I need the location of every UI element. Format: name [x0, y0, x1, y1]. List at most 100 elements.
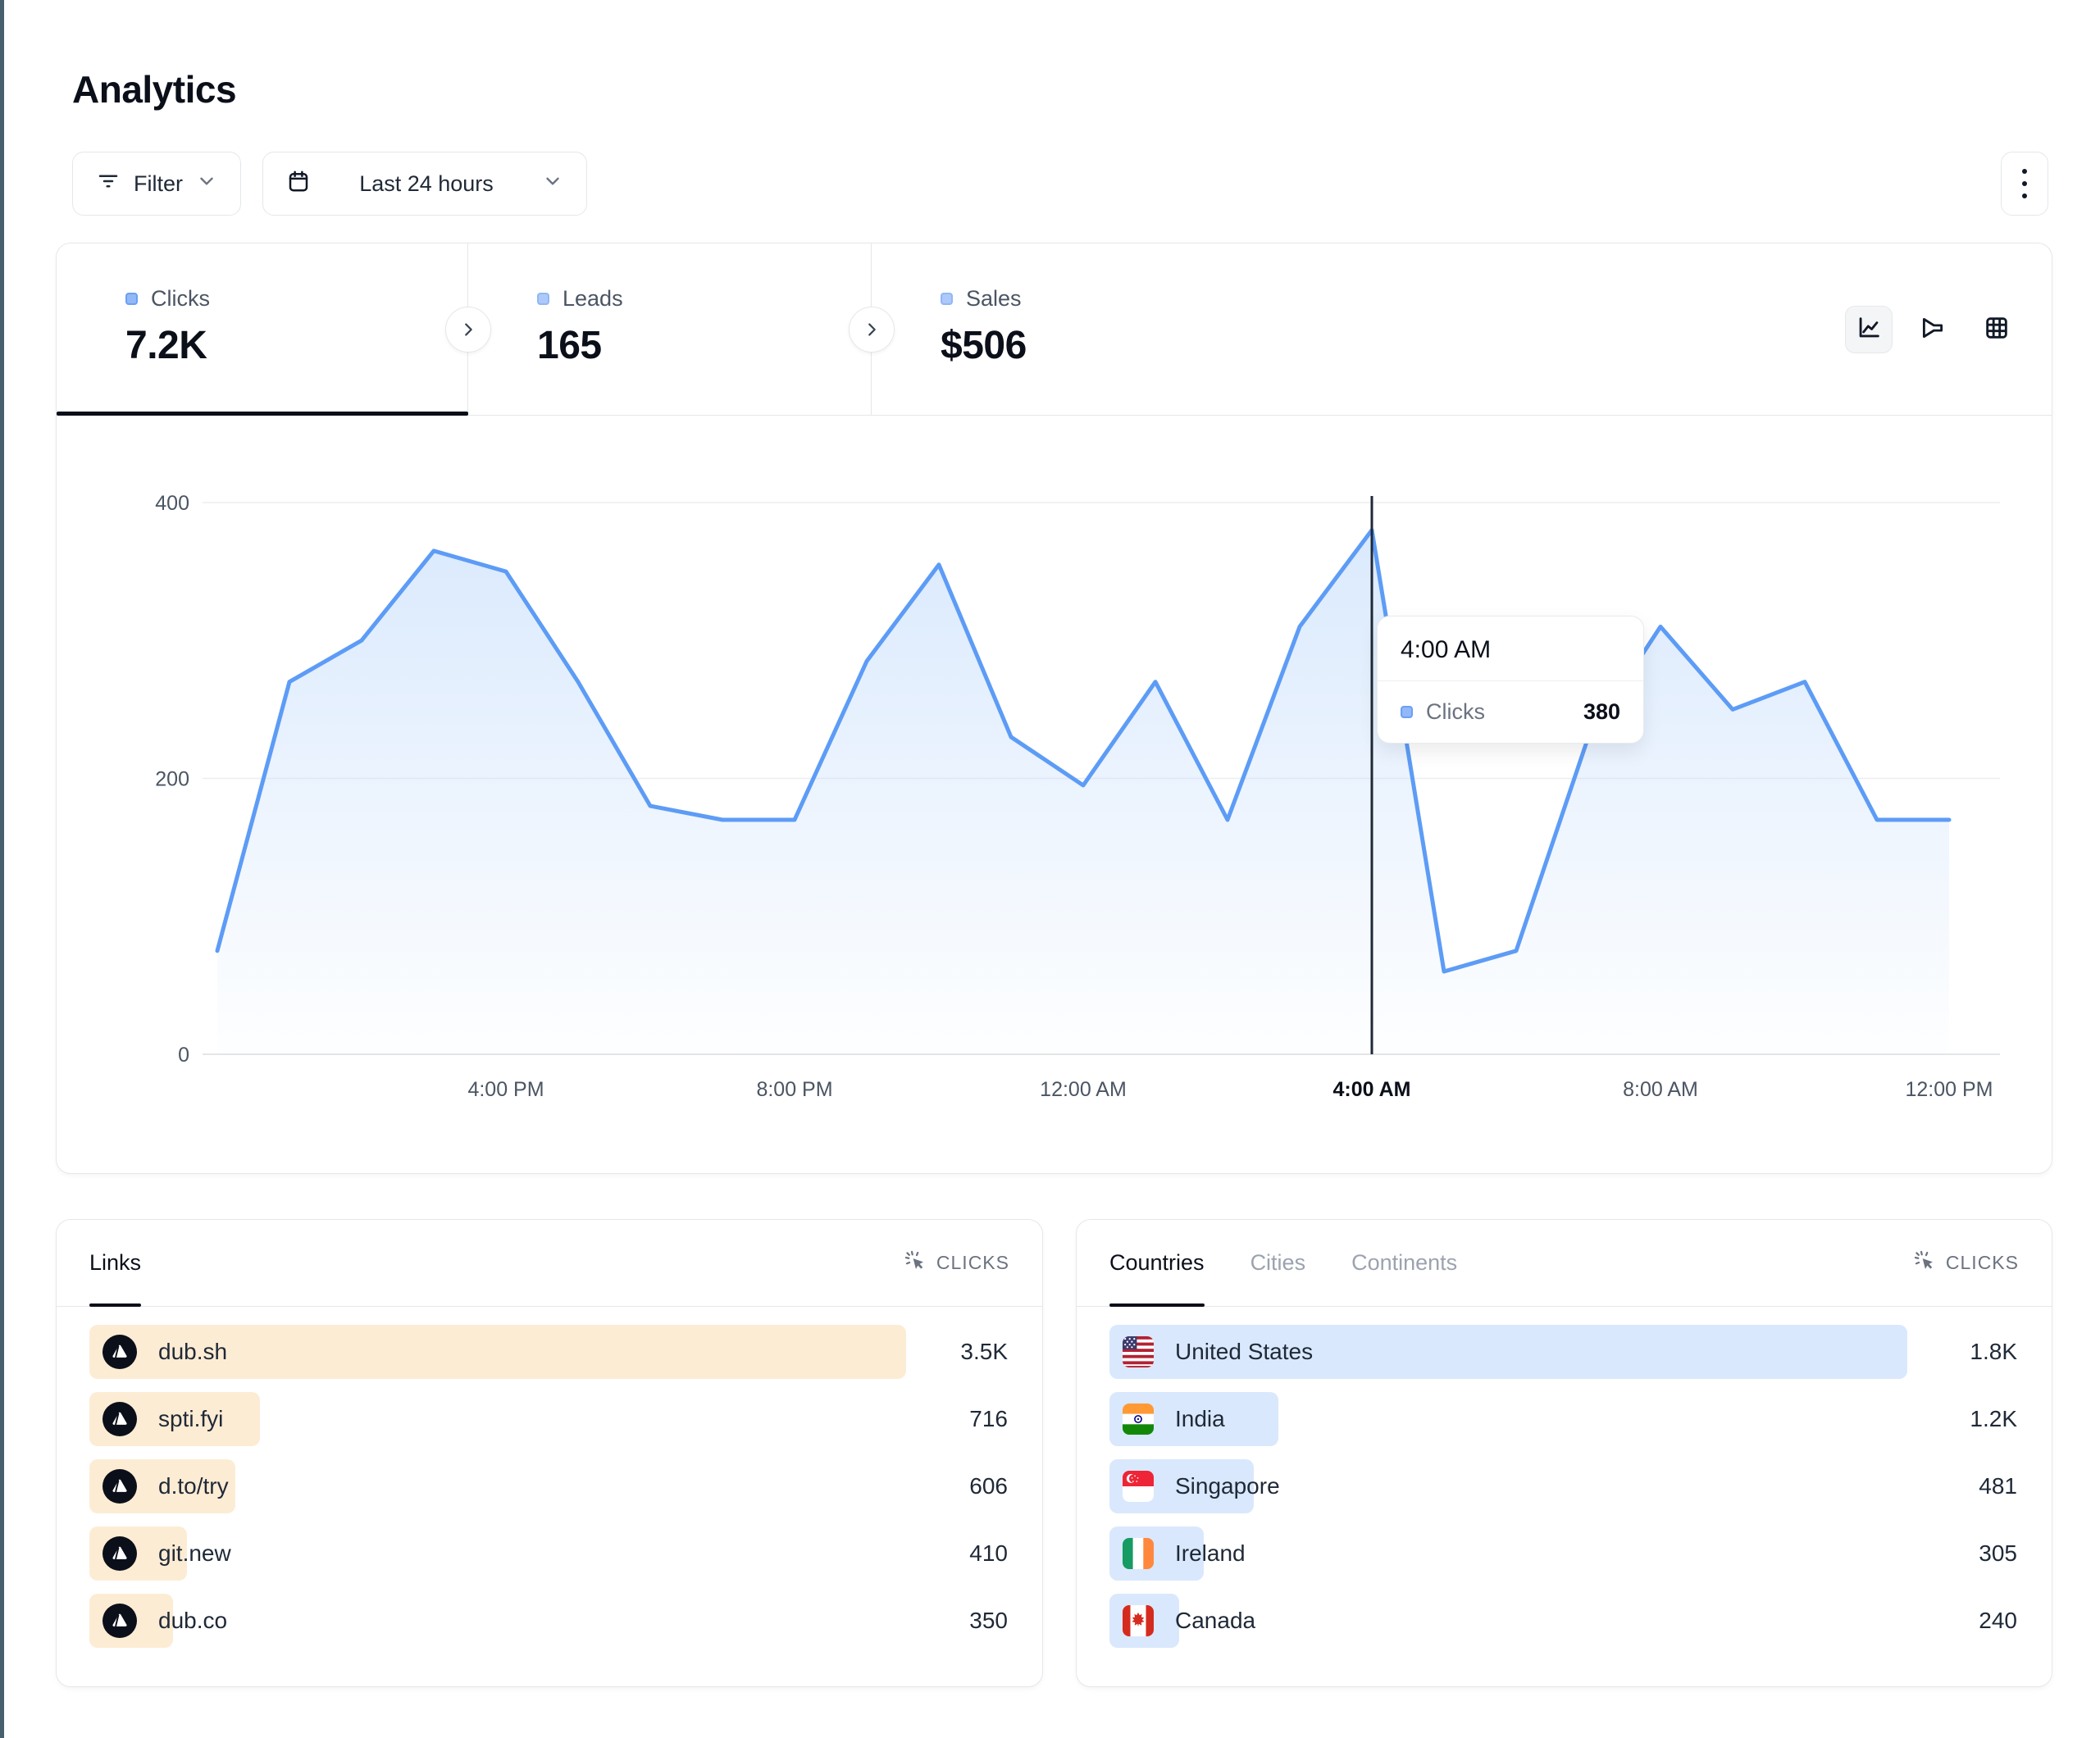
page-title: Analytics — [72, 68, 237, 111]
analytics-chart-card: Clicks 7.2K Leads 165 Sales $506 — [56, 243, 2052, 1174]
link-row[interactable]: dub.sh 3.5K — [89, 1325, 1008, 1379]
dub-logo-icon — [102, 1335, 137, 1369]
dub-logo-icon — [102, 1536, 137, 1571]
filter-button-label: Filter — [134, 171, 183, 196]
metric-tabs: Clicks 7.2K Leads 165 Sales $506 — [57, 243, 2052, 416]
bar-area: dub.sh — [89, 1325, 922, 1379]
svg-text:4:00 AM: 4:00 AM — [1333, 1078, 1411, 1101]
row-label: dub.co — [158, 1608, 228, 1633]
row-value: 1.2K — [1970, 1406, 2017, 1431]
row-label: Singapore — [1175, 1473, 1280, 1499]
active-tab-underline — [57, 412, 468, 416]
table-view-button[interactable] — [1973, 306, 2020, 353]
grid-icon — [1983, 314, 2011, 346]
sales-tab-label: Sales — [966, 286, 1022, 311]
svg-text:12:00 AM: 12:00 AM — [1040, 1078, 1127, 1101]
svg-text:8:00 AM: 8:00 AM — [1623, 1078, 1698, 1101]
filter-button[interactable]: Filter — [72, 152, 241, 216]
tab-sales[interactable]: Sales $506 — [872, 243, 2052, 415]
tab-leads[interactable]: Leads 165 — [468, 243, 872, 415]
line-chart-view-button[interactable] — [1845, 306, 1893, 353]
svg-text:12:00 PM: 12:00 PM — [1905, 1078, 1993, 1101]
bar-area: Singapore — [1109, 1459, 1932, 1513]
countries-panel: Countries Cities Continents CLICKS United … — [1076, 1219, 2052, 1687]
row-value: 350 — [969, 1608, 1008, 1633]
row-label: git.new — [158, 1540, 231, 1566]
links-metric-header-label: CLICKS — [936, 1252, 1009, 1273]
link-row[interactable]: dub.co 350 — [89, 1594, 1008, 1648]
row-value: 305 — [1979, 1540, 2017, 1566]
link-row[interactable]: spti.fyi 716 — [89, 1392, 1008, 1446]
leads-legend-square-icon — [537, 293, 549, 305]
country-row[interactable]: Canada 240 — [1109, 1594, 2017, 1648]
tab-continents[interactable]: Continents — [1351, 1250, 1458, 1275]
row-label: Canada — [1175, 1608, 1256, 1633]
svg-text:8:00 PM: 8:00 PM — [756, 1078, 832, 1101]
country-row[interactable]: United States 1.8K — [1109, 1325, 2017, 1379]
link-row[interactable]: git.new 410 — [89, 1526, 1008, 1581]
row-label: dub.sh — [158, 1339, 228, 1364]
sales-legend-square-icon — [941, 293, 953, 305]
country-row[interactable]: Ireland 305 — [1109, 1526, 2017, 1581]
date-range-label: Last 24 hours — [359, 171, 494, 196]
bar-area: git.new — [89, 1526, 922, 1581]
more-options-button[interactable] — [2001, 152, 2048, 216]
tooltip-series-label: Clicks — [1426, 699, 1485, 724]
chart-view-toggles — [1845, 306, 2020, 353]
bar-area: spti.fyi — [89, 1392, 922, 1446]
chevron-down-icon — [196, 171, 217, 198]
row-label: d.to/try — [158, 1473, 229, 1499]
tooltip-legend-square-icon — [1401, 706, 1413, 718]
bar-area: United States — [1109, 1325, 1932, 1379]
cursor-click-icon — [904, 1249, 927, 1277]
tab-countries[interactable]: Countries — [1109, 1220, 1205, 1307]
svg-text:0: 0 — [178, 1044, 189, 1067]
dub-logo-icon — [102, 1402, 137, 1436]
funnel-view-button[interactable] — [1909, 306, 1957, 353]
country-row[interactable]: Singapore 481 — [1109, 1459, 2017, 1513]
row-label: India — [1175, 1406, 1225, 1431]
row-value: 716 — [969, 1406, 1008, 1431]
row-value: 606 — [969, 1473, 1008, 1499]
bar-area: India — [1109, 1392, 1932, 1446]
tooltip-time: 4:00 AM — [1378, 616, 1643, 681]
countries-clicks-sort-button[interactable]: CLICKS — [1913, 1249, 2019, 1277]
date-range-button[interactable]: Last 24 hours — [262, 152, 587, 216]
svg-text:400: 400 — [155, 492, 189, 515]
countries-panel-tabs: Countries Cities Continents — [1109, 1220, 1458, 1307]
singapore-flag-icon — [1123, 1471, 1154, 1502]
canada-flag-icon — [1123, 1605, 1154, 1636]
line-chart-icon — [1855, 314, 1883, 346]
tab-links[interactable]: Links — [89, 1220, 142, 1307]
row-value: 1.8K — [1970, 1339, 2017, 1364]
row-value: 410 — [969, 1540, 1008, 1566]
link-row[interactable]: d.to/try 606 — [89, 1459, 1008, 1513]
bar-area: dub.co — [89, 1594, 922, 1648]
leads-tab-value: 165 — [537, 324, 602, 367]
links-panel: Links CLICKS dub.sh 3.5K s — [56, 1219, 1043, 1687]
tab-cities[interactable]: Cities — [1250, 1250, 1306, 1275]
tab-clicks[interactable]: Clicks 7.2K — [57, 243, 468, 415]
expand-clicks-button[interactable] — [445, 307, 491, 353]
bar-area: Canada — [1109, 1594, 1932, 1648]
row-value: 240 — [1979, 1608, 2017, 1633]
countries-metric-header-label: CLICKS — [1945, 1252, 2019, 1273]
expand-leads-button[interactable] — [849, 307, 895, 353]
clicks-time-series-chart[interactable]: 0 200 400 4:00 PM 8:00 PM 12:00 AM 4:00 AM 8:00… — [57, 416, 2051, 1173]
clicks-legend-square-icon — [125, 293, 138, 305]
bar-area: Ireland — [1109, 1526, 1932, 1581]
tooltip-value: 380 — [1583, 699, 1620, 724]
leads-tab-label: Leads — [563, 286, 623, 311]
chevron-down-icon — [542, 171, 563, 198]
country-row[interactable]: India 1.2K — [1109, 1392, 2017, 1446]
links-clicks-sort-button[interactable]: CLICKS — [904, 1249, 1009, 1277]
svg-text:4:00 PM: 4:00 PM — [467, 1078, 544, 1101]
clicks-tab-value: 7.2K — [125, 324, 207, 367]
links-list: dub.sh 3.5K spti.fyi 716 d.to/try 606 — [57, 1307, 1042, 1648]
value-bar — [89, 1325, 906, 1379]
bar-area: d.to/try — [89, 1459, 922, 1513]
row-label: United States — [1175, 1339, 1314, 1364]
calendar-icon — [286, 169, 311, 199]
row-label: Ireland — [1175, 1540, 1246, 1566]
india-flag-icon — [1123, 1404, 1154, 1435]
